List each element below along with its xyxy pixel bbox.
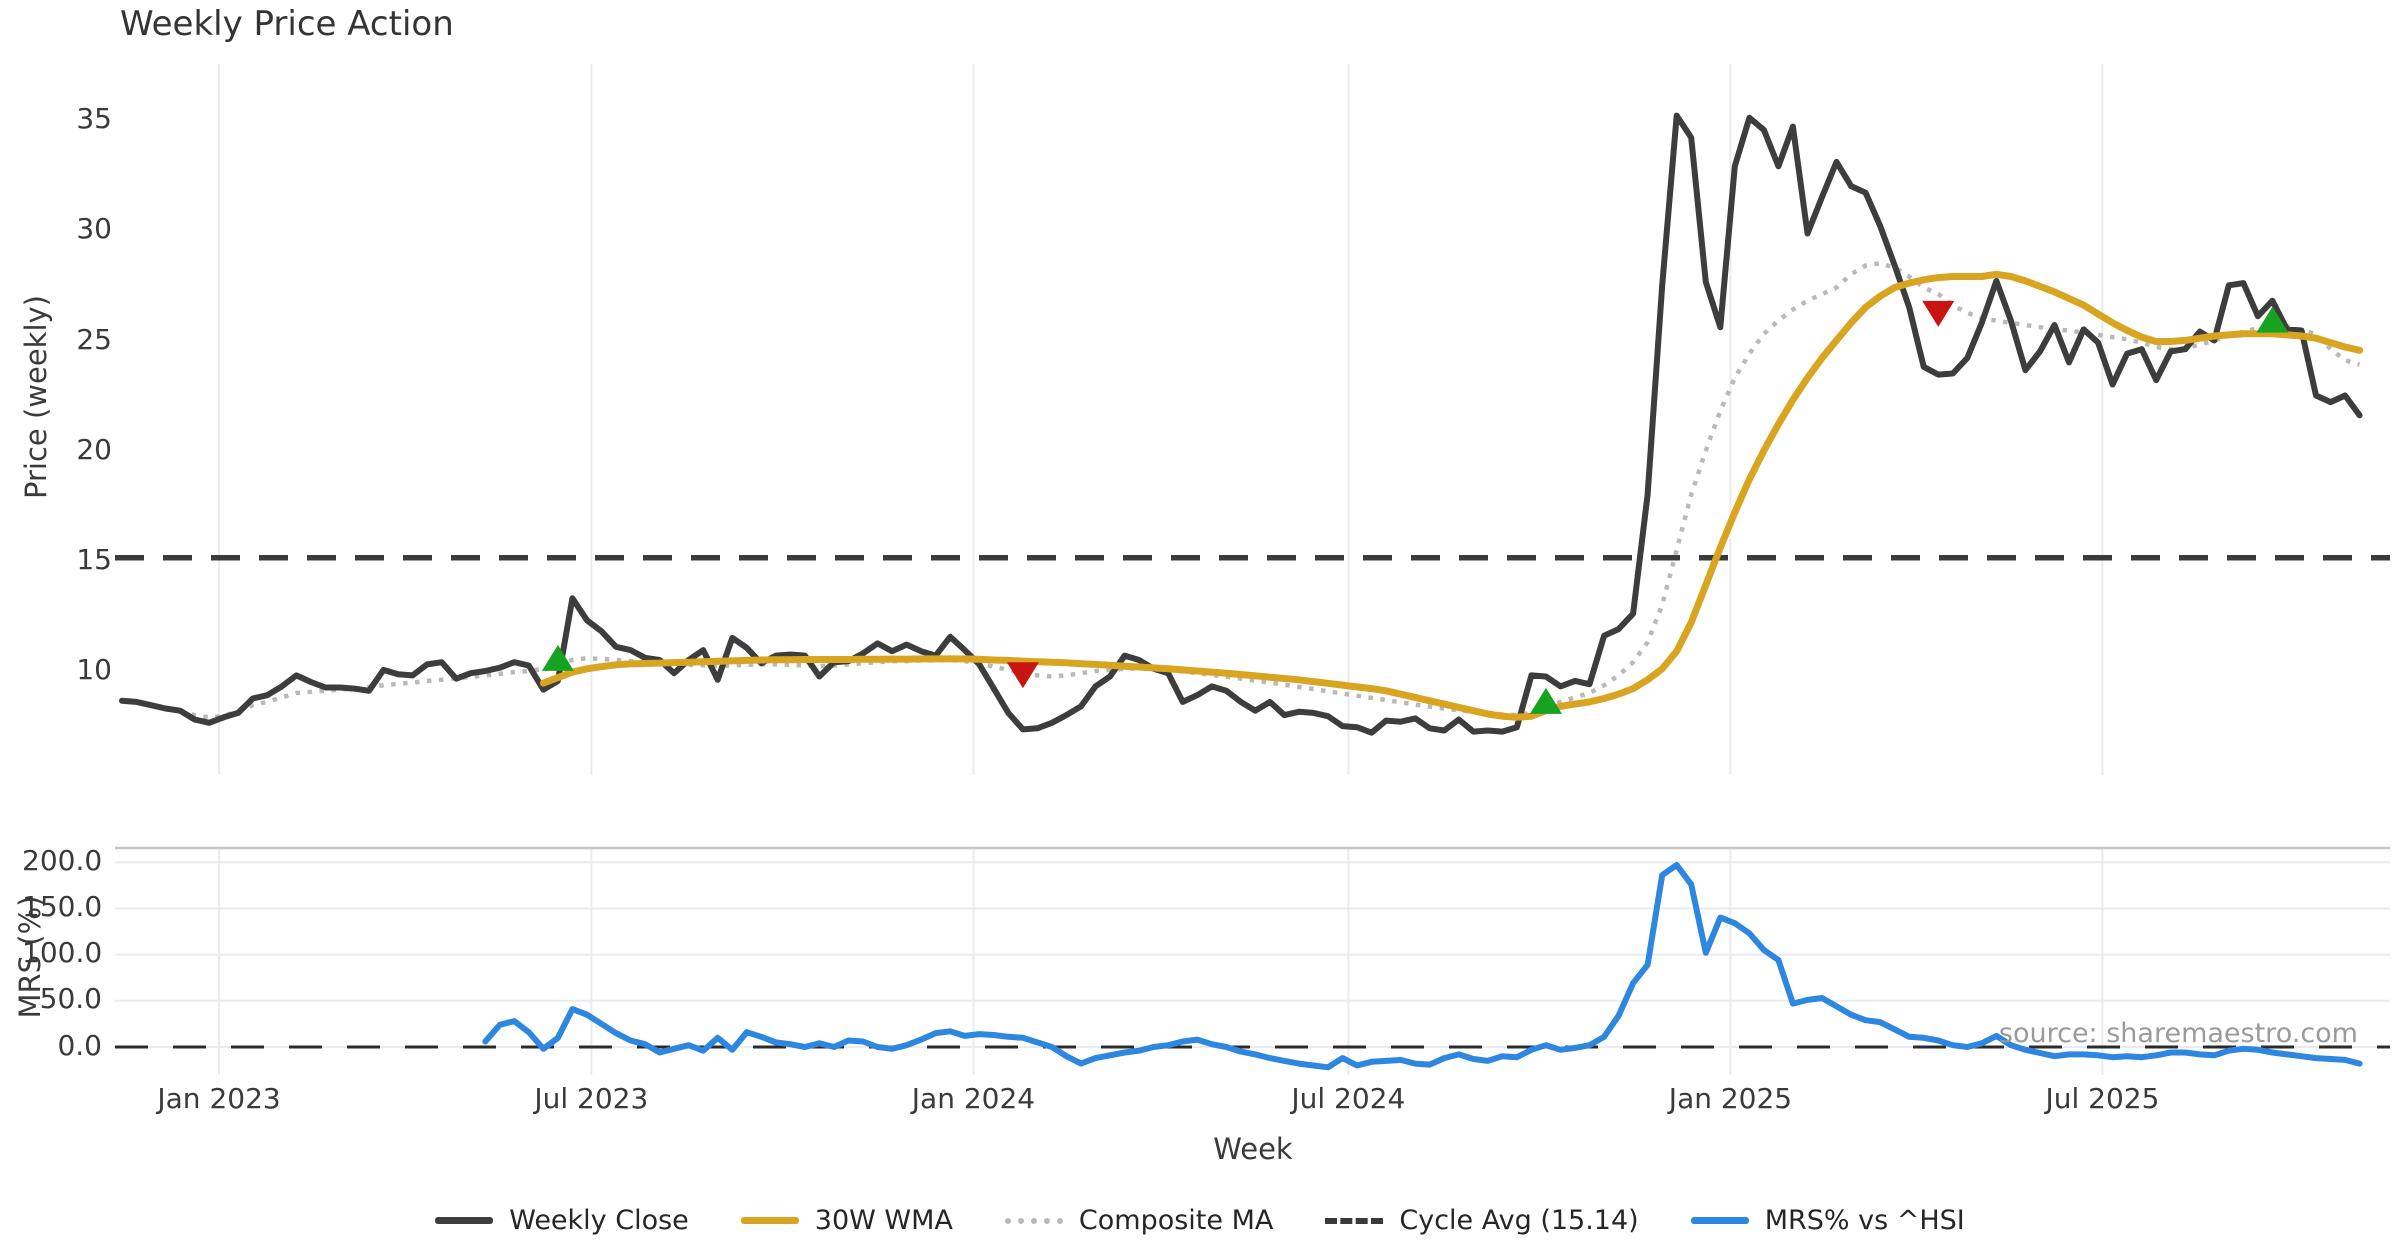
x-tick-label: Jul 2023 [534,1082,649,1115]
mrs-ytick-0: 0.0 [57,1029,102,1063]
sell-marker-icon [1922,300,1955,327]
x-tick-label: Jan 2023 [157,1082,281,1115]
mrs-ytick-200: 200.0 [22,844,103,878]
weekly-close-swatch-icon [435,1217,494,1224]
x-tick-label: Jan 2024 [911,1082,1036,1115]
x-axis-label: Week [1213,1132,1293,1166]
price-ytick-10: 10 [76,653,112,687]
mrs-ytick-50: 50.0 [39,982,102,1016]
legend-label: Composite MA [1078,1205,1274,1236]
wma-swatch-icon [740,1217,799,1224]
sell-marker-icon [1006,662,1039,689]
source-note: source: sharemaestro.com [1998,1018,2358,1049]
legend-item-mrs: MRS% vs ^HSI [1690,1205,1965,1236]
buy-marker-icon [1529,687,1562,714]
mrs-ytick-150: 150.0 [22,890,103,924]
composite-ma-swatch-icon [1004,1217,1063,1224]
legend-item-30w-wma: 30W WMA [740,1205,953,1236]
buy-marker-icon [541,644,574,671]
price-ytick-20: 20 [76,433,112,467]
x-tick-label: Jul 2025 [2045,1082,2160,1115]
chart-legend: Weekly Close 30W WMA Composite MA Cycle … [0,1205,2400,1236]
buy-marker-icon [2256,306,2289,333]
price-ytick-15: 15 [76,543,112,577]
x-tick-label: Jan 2025 [1668,1082,1793,1115]
price-ytick-30: 30 [76,212,112,246]
price-ytick-35: 35 [76,102,112,136]
mrs-swatch-icon [1690,1217,1749,1224]
legend-item-weekly-close: Weekly Close [435,1205,689,1236]
legend-label: MRS% vs ^HSI [1764,1205,1965,1236]
cycle-avg-swatch-icon [1325,1217,1384,1224]
legend-label: 30W WMA [814,1205,953,1236]
composite-ma-line [179,260,2361,720]
price-ytick-25: 25 [76,323,112,357]
weekly-close-line [119,112,2363,736]
mrs-ytick-100: 100.0 [22,936,103,970]
wma-line [539,270,2364,721]
mrs-line [482,862,2363,1071]
legend-label: Cycle Avg (15.14) [1399,1205,1639,1236]
x-tick-label: Jul 2024 [1291,1082,1406,1115]
chart-title: Weekly Price Action [120,4,454,44]
legend-label: Weekly Close [509,1205,689,1236]
legend-item-composite-ma: Composite MA [1004,1205,1274,1236]
legend-item-cycle-avg: Cycle Avg (15.14) [1325,1205,1639,1236]
